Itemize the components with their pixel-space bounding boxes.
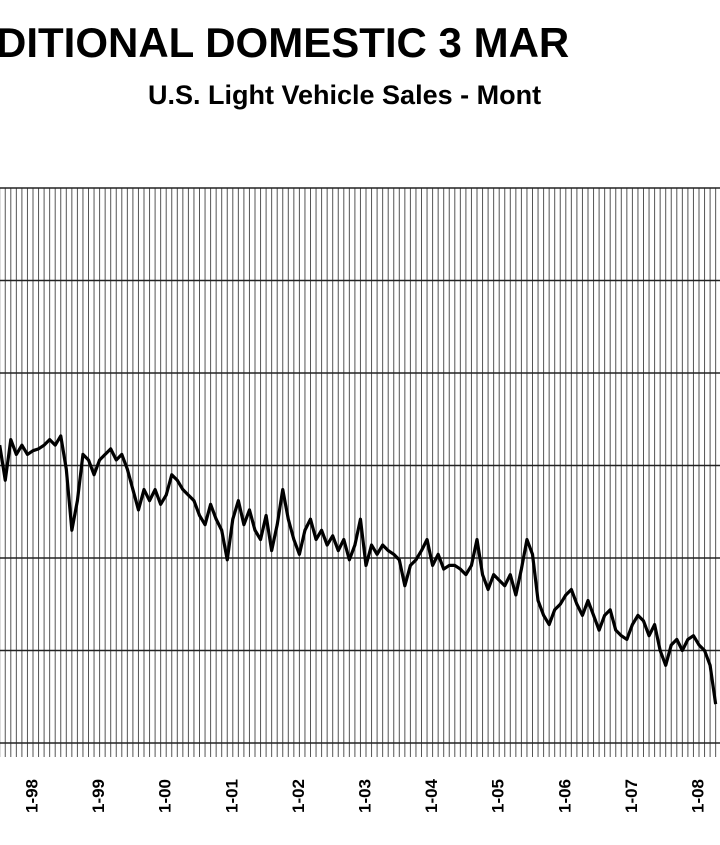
x-tick-label: 1-02	[289, 779, 308, 813]
chart-subtitle: U.S. Light Vehicle Sales - Mont	[148, 80, 541, 110]
x-tick-label: 1-98	[22, 779, 41, 813]
x-tick-label: 1-08	[688, 779, 707, 813]
x-tick-label: 1-03	[355, 779, 374, 813]
x-tick-label: 1-01	[222, 779, 241, 813]
x-tick-label: 1-07	[622, 779, 641, 813]
chart-title: DITIONAL DOMESTIC 3 MAR	[0, 19, 569, 66]
x-tick-label: 1-00	[156, 779, 175, 813]
x-tick-label: 1-06	[555, 779, 574, 813]
x-tick-label: 1-05	[489, 779, 508, 813]
line-series	[0, 434, 718, 705]
x-tick-label: 1-04	[422, 778, 441, 813]
x-tick-label: 1-99	[89, 779, 108, 813]
